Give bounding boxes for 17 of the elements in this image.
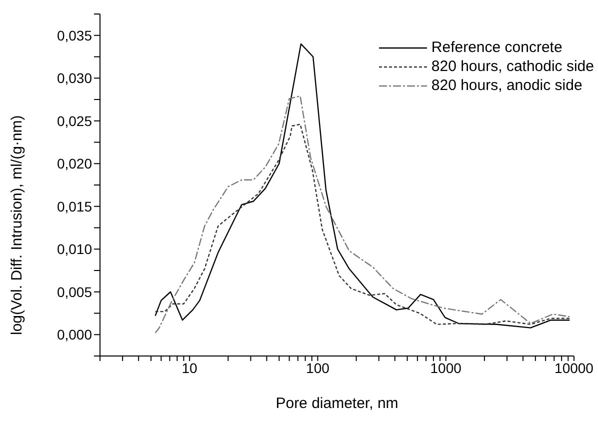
x-tick-label: 100 <box>306 360 330 376</box>
y-tick-label: 0,025 <box>56 112 92 129</box>
y-axis-title: log(Vol. Diff. Intrusion), ml/(g·nm) <box>8 115 26 335</box>
y-tick-label: 0,020 <box>56 156 92 172</box>
y-tick-label: 0,005 <box>56 284 92 300</box>
legend-label: Reference concrete <box>431 38 562 57</box>
y-tick-label: 0,035 <box>56 27 92 44</box>
y-tick-label: 0,030 <box>56 70 92 86</box>
legend-label: 820 hours, cathodic side <box>431 57 594 76</box>
x-tick-label: 10000 <box>554 360 594 376</box>
legend-label: 820 hours, anodic side <box>431 76 582 95</box>
x-axis-title: Pore diameter, nm <box>276 395 398 412</box>
x-tick-label: 1000 <box>430 360 462 376</box>
y-tick-label: 0,015 <box>56 198 92 214</box>
y-tick-label: 0,010 <box>56 241 92 258</box>
y-tick-label: 0,000 <box>56 326 92 343</box>
x-tick-label: 10 <box>182 360 198 376</box>
